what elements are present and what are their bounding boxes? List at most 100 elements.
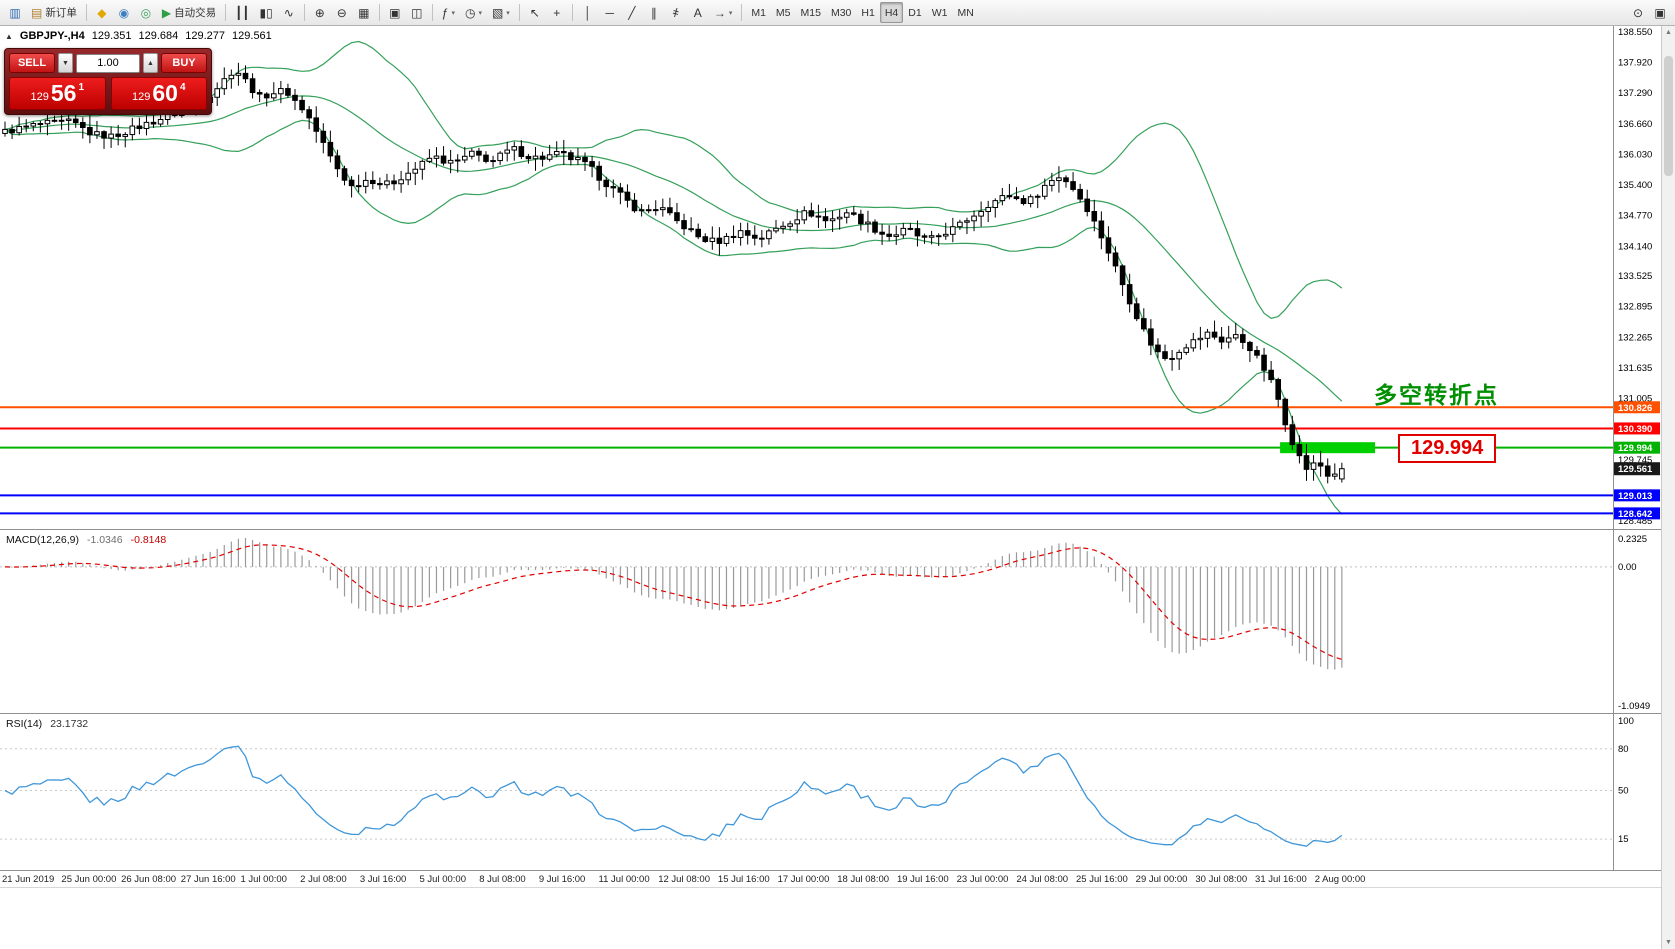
time-axis-label: 25 Jun 00:00: [61, 874, 117, 885]
crosshair-button[interactable]: +: [546, 2, 568, 23]
templates-button[interactable]: ▧ ▾: [487, 2, 515, 23]
tf-mn-label: MN: [957, 6, 974, 19]
volume-up-button[interactable]: ▲: [143, 53, 158, 73]
time-axis-label: 17 Jul 00:00: [777, 874, 830, 885]
zoom-out-button-icon: ⊖: [336, 5, 347, 20]
volume-down-button[interactable]: ▼: [58, 53, 73, 73]
time-axis-label: 27 Jun 16:00: [180, 874, 236, 885]
svg-text:0.2325: 0.2325: [1618, 534, 1647, 545]
price-chart[interactable]: 138.550 137.920 137.290 136.660 136.030 135.4…: [0, 26, 1661, 529]
price-scale[interactable]: 138.550 137.920 137.290 136.660 136.030 135.4…: [1613, 26, 1661, 529]
tf-d1[interactable]: D1: [903, 2, 926, 23]
svg-text:129.994: 129.994: [1618, 443, 1653, 454]
arrows-button[interactable]: → ▾: [709, 2, 738, 23]
time-axis-label: 21 Jun 2019: [2, 874, 55, 885]
macd-signal-line: [4, 544, 1343, 660]
deposit-icon[interactable]: ◆: [91, 2, 113, 23]
channel-button[interactable]: ∥: [643, 2, 665, 23]
time-axis-label: 3 Jul 16:00: [359, 874, 407, 885]
deposit-icon-icon: ◆: [97, 5, 107, 20]
trade-panel-collapse-icon[interactable]: ▲: [5, 31, 13, 41]
candle-chart-button[interactable]: ▮▯: [255, 2, 278, 23]
periods-button[interactable]: ◷ ▾: [460, 2, 487, 23]
accounts-icon-icon: ◉: [118, 5, 130, 20]
tile-windows-button[interactable]: ▦: [353, 2, 375, 23]
pivot-price-callout[interactable]: 129.994: [1398, 434, 1497, 463]
pivot-highlight-bar[interactable]: [1280, 442, 1376, 454]
line-chart-button-icon: ∿: [283, 5, 294, 20]
tf-m30[interactable]: M30: [826, 2, 856, 23]
vertical-scrollbar[interactable]: ▲ ▼: [1661, 26, 1675, 949]
auto-scroll-button[interactable]: ▣: [384, 2, 406, 23]
rsi-panel[interactable]: 100 80 50 15 RSI(14) 23.1732: [0, 714, 1661, 871]
time-axis[interactable]: 21 Jun 2019 25 Jun 00:00 26 Jun 08:00 27 Ju…: [0, 871, 1661, 888]
svg-text:129.561: 129.561: [1618, 464, 1653, 475]
macd-chart[interactable]: 0.2325 0.00 -1.0949: [0, 530, 1661, 713]
toolbar-separator: [741, 4, 743, 21]
svg-text:0.00: 0.00: [1618, 562, 1637, 573]
tf-m15[interactable]: M15: [796, 2, 826, 23]
candle-chart-button-icon: ▮▯: [259, 5, 273, 20]
svg-text:138.550: 138.550: [1618, 27, 1652, 38]
text-button[interactable]: A: [687, 2, 709, 23]
svg-text:131.635: 131.635: [1618, 363, 1652, 374]
panels-icon[interactable]: ▣: [1649, 2, 1671, 23]
new-chart-button[interactable]: ▥: [4, 2, 26, 23]
macd-panel[interactable]: 0.2325 0.00 -1.0949 MACD(12,26,9) -1.0346 …: [0, 530, 1661, 714]
tf-w1[interactable]: W1: [927, 2, 953, 23]
tf-m5[interactable]: M5: [771, 2, 796, 23]
toolbar-separator: [225, 4, 227, 21]
tf-h4[interactable]: H4: [879, 2, 904, 23]
zoom-in-button[interactable]: ⊕: [309, 2, 331, 23]
ohlc-open: 129.351: [91, 30, 132, 42]
autotrading-button[interactable]: ▶ 自动交易: [157, 2, 221, 23]
svg-text:129.745: 129.745: [1618, 455, 1652, 466]
vertical-line-button[interactable]: │: [577, 2, 599, 23]
bar-chart-button[interactable]: ┃┃: [230, 2, 254, 23]
rsi-label: RSI(14) 23.1732: [6, 718, 88, 730]
price-panel[interactable]: 138.550 137.920 137.290 136.660 136.030 135.4…: [0, 26, 1661, 530]
rsi-scale[interactable]: 100 80 50 15: [1613, 714, 1634, 870]
crosshair-button-icon: +: [553, 5, 561, 20]
volume-input[interactable]: [76, 53, 140, 73]
main-toolbar: ▥ ▤ 新订单 ◆ ◉ ◎ ▶ 自动交易 ┃┃ ▮▯ ∿ ⊕ ⊖ ▦ ▣ ◫ ƒ ▾ ◷ ▾ ▧ ▾ ↖ + │ ─ ╱ ∥ ҂ A → ▾ M…: [0, 0, 1675, 26]
scrollbar-down-icon[interactable]: ▼: [1665, 939, 1672, 946]
svg-text:132.895: 132.895: [1618, 302, 1652, 313]
zoom-out-button[interactable]: ⊖: [331, 2, 353, 23]
new-order-button-icon: ▤: [31, 5, 43, 20]
sell-price-button[interactable]: 129 56 1: [9, 77, 106, 110]
time-axis-label: 9 Jul 16:00: [538, 874, 586, 885]
templates-button-caret-icon: ▾: [506, 9, 510, 17]
new-order-button[interactable]: ▤ 新订单: [26, 2, 82, 23]
svg-text:129.013: 129.013: [1618, 491, 1652, 502]
horizontal-line-button[interactable]: ─: [599, 2, 621, 23]
svg-text:133.525: 133.525: [1618, 271, 1652, 282]
candles[interactable]: [2, 62, 1345, 484]
arrows-button-icon: →: [713, 5, 726, 20]
cursor-button[interactable]: ↖: [524, 2, 546, 23]
tf-m1[interactable]: M1: [746, 2, 771, 23]
chart-shift-button-icon: ◫: [411, 5, 423, 20]
line-chart-button[interactable]: ∿: [278, 2, 300, 23]
scrollbar-thumb[interactable]: [1664, 56, 1673, 176]
svg-text:136.660: 136.660: [1618, 119, 1652, 130]
buy-price-button[interactable]: 129 60 4: [110, 77, 207, 110]
buy-button[interactable]: BUY: [161, 53, 207, 73]
chart-shift-button[interactable]: ◫: [406, 2, 428, 23]
fibonacci-button[interactable]: ҂: [665, 2, 687, 23]
sell-button[interactable]: SELL: [9, 53, 55, 73]
accounts-icon[interactable]: ◉: [113, 2, 135, 23]
macd-label: MACD(12,26,9) -1.0346 -0.8148: [6, 534, 166, 546]
tf-mn[interactable]: MN: [952, 2, 978, 23]
rsi-chart[interactable]: 100 80 50 15: [0, 714, 1661, 870]
search-icon[interactable]: ⊙: [1627, 2, 1649, 23]
tf-h1[interactable]: H1: [856, 2, 879, 23]
sell-price-big: 56: [50, 80, 77, 106]
indicators-button[interactable]: ƒ ▾: [437, 2, 460, 23]
bollinger-bands[interactable]: [4, 40, 1343, 515]
scrollbar-up-icon[interactable]: ▲: [1665, 29, 1672, 36]
community-icon[interactable]: ◎: [135, 2, 157, 23]
trendline-button[interactable]: ╱: [621, 2, 643, 23]
tf-h1-label: H1: [861, 6, 875, 19]
macd-scale[interactable]: 0.2325 0.00 -1.0949: [1613, 530, 1651, 713]
